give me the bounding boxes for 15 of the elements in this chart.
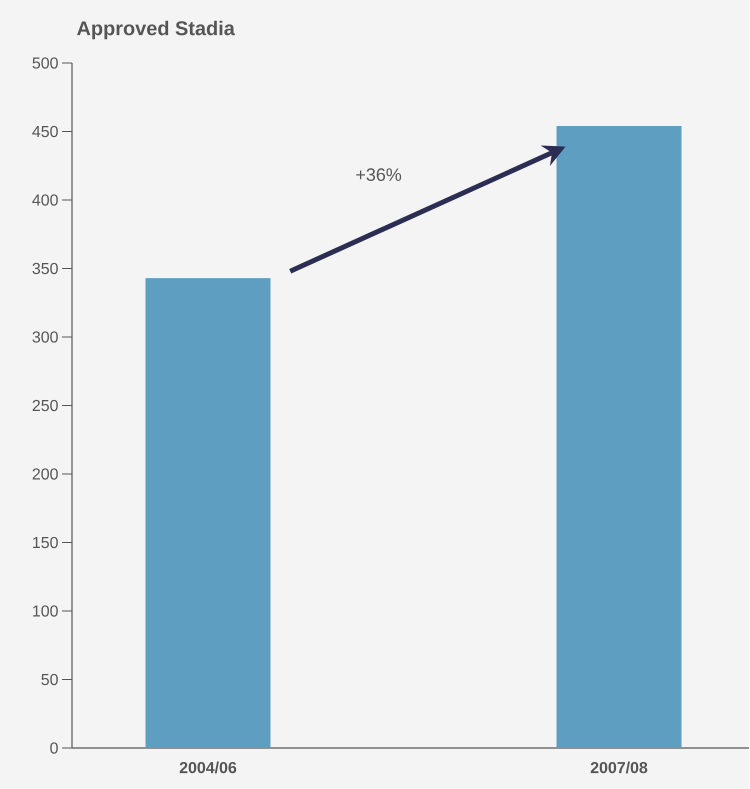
y-tick-label: 500	[32, 57, 58, 69]
y-tick-label: 250	[32, 400, 58, 412]
y-tick-label: 150	[33, 536, 58, 548]
x-tick-label: 2007/08	[590, 762, 648, 774]
y-tick-label: 450	[32, 126, 58, 138]
y-tick-label: 300	[32, 331, 58, 343]
y-tick-label: 200	[32, 468, 58, 480]
chart-title: Approved Stadia	[77, 20, 236, 40]
y-tick-label: 50	[42, 674, 58, 686]
x-tick-label: 2004/06	[180, 762, 236, 774]
annotation: +36%	[356, 168, 402, 181]
y-tick-label: 0	[50, 742, 58, 754]
y-tick-label: 350	[32, 262, 58, 274]
y-tick-label: 400	[32, 194, 58, 206]
y-tick-label: 100	[33, 605, 58, 617]
